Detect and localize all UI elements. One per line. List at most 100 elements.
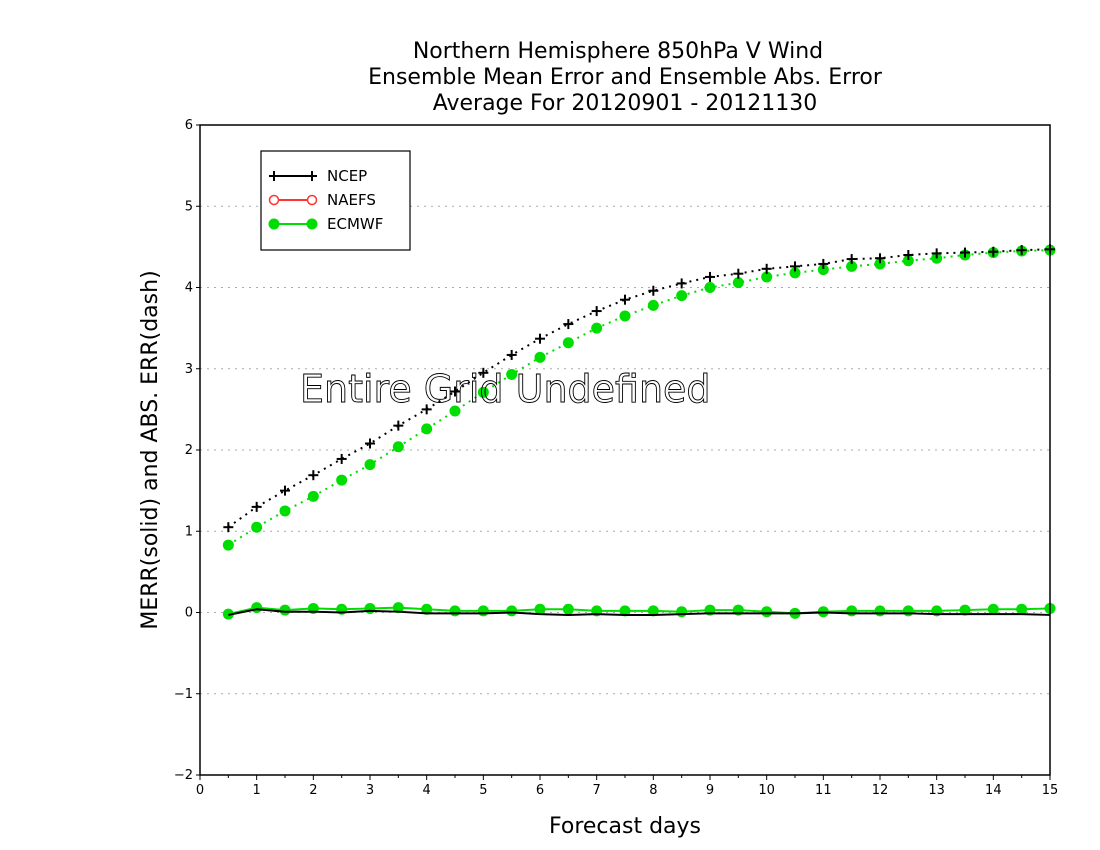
abs-error-point-ecmwf [392,441,404,453]
abs-error-point-ncep [478,367,489,378]
abs-error-point-ecmwf [647,299,659,311]
abs-error-point-ecmwf [761,271,773,283]
title-line-1: Northern Hemisphere 850hPa V Wind [413,39,823,64]
mean-error-point-ecmwf [959,604,971,616]
abs-error-point-ncep [563,319,574,330]
legend-marker-end [307,171,317,181]
abs-error-point-ncep [705,271,715,282]
mean-error-point-ecmwf [449,605,461,617]
x-tick-label: 4 [423,783,431,798]
chart-title: Northern Hemisphere 850hPa V Wind Ensemb… [368,39,883,116]
legend-item-ncep: NCEP [269,167,367,185]
mean-error-point-ecmwf [761,606,773,618]
abs-error-point-ncep [761,263,772,274]
title-line-3: Average For 20120901 - 20121130 [433,91,818,116]
y-tick-label: −2 [174,768,193,783]
abs-error-point-ecmwf [789,267,801,279]
abs-error-point-ecmwf [704,282,716,293]
abs-error-point-ncep [506,349,517,360]
x-tick-label: 14 [985,783,1002,798]
abs-error-point-ecmwf [477,386,489,398]
y-tick-label: 4 [185,281,193,296]
mean-error-point-ecmwf [902,605,914,617]
abs-error-point-ncep [393,420,404,431]
x-tick-label: 13 [928,783,945,798]
abs-error-point-ecmwf [251,521,263,533]
legend-label: NCEP [327,167,367,185]
y-tick-label: 1 [185,524,193,539]
mean-error-point-ecmwf [251,602,263,614]
abs-error-point-ncep [818,258,829,269]
y-axis-label: MERR(solid) and ABS. ERR(dash) [138,270,163,629]
plot-series [222,244,1056,620]
abs-error-point-ecmwf [222,539,234,551]
mean-error-line-ncep [228,608,1051,616]
mean-error-point-ecmwf [421,603,433,615]
abs-error-point-ncep [251,501,262,512]
mean-error-point-ecmwf [874,605,886,617]
abs-error-point-ncep [591,306,602,317]
legend-marker-start [268,218,280,230]
abs-error-point-ncep [365,438,375,449]
abs-error-point-ecmwf [902,255,914,267]
mean-error-point-ecmwf [534,603,546,615]
x-tick-label: 7 [593,783,601,798]
y-tick-label: 2 [185,443,193,458]
abs-error-point-ncep [535,333,545,344]
x-tick-label: 1 [253,783,261,798]
abs-error-point-ecmwf [874,258,886,270]
x-tick-label: 6 [536,783,544,798]
x-tick-label: 9 [706,783,714,798]
x-tick-label: 15 [1042,783,1059,798]
mean-error-point-ecmwf [846,605,858,617]
mean-error-point-ecmwf [279,604,291,616]
abs-error-point-ncep [620,294,630,305]
abs-error-point-ecmwf [619,310,631,322]
legend-marker-start [268,194,280,206]
abs-error-point-ncep [450,386,460,397]
mean-error-point-ecmwf [647,605,659,617]
abs-error-point-ncep [846,254,857,265]
abs-error-point-ncep [903,250,914,260]
abs-error-point-ecmwf [364,459,376,471]
mean-error-point-ecmwf [562,603,574,615]
legend-marker-end [306,194,318,206]
mean-error-point-ecmwf [364,602,376,614]
y-tick-label: 6 [185,118,193,133]
mean-error-point-ecmwf [506,605,518,617]
abs-error-point-ncep [648,285,659,296]
abs-error-point-ecmwf [421,423,433,435]
abs-error-point-ncep [960,247,970,258]
legend-marker-end [306,218,318,230]
legend-label: ECMWF [327,215,383,233]
mean-error-point-ecmwf [619,605,631,617]
mean-error-point-ecmwf [477,605,489,617]
x-tick-label: 12 [872,783,889,798]
x-tick-label: 0 [196,783,204,798]
legend-marker-start [269,171,279,181]
abs-error-point-ecmwf [336,474,348,486]
abs-error-point-ecmwf [676,290,688,302]
abs-error-point-ecmwf [846,260,858,272]
x-tick-label: 5 [479,783,487,798]
y-tick-label: −1 [174,687,193,702]
x-axis-label: Forecast days [549,814,701,839]
x-tick-label: 11 [815,783,832,798]
abs-error-point-ncep [875,253,885,264]
legend-item-ecmwf: ECMWF [268,215,383,233]
x-tick-label: 10 [758,783,775,798]
abs-error-point-ncep [223,522,234,533]
mean-error-point-ecmwf [987,603,999,615]
gridlines [200,205,1050,695]
abs-error-point-ecmwf [817,264,829,276]
abs-error-point-ecmwf [307,490,319,502]
abs-error-point-ecmwf [591,322,603,334]
annotation-text: Entire Grid Undefined [300,367,711,411]
abs-error-point-ecmwf [534,351,546,363]
abs-error-point-ecmwf [506,368,518,380]
y-tick-label: 5 [185,199,193,214]
mean-error-point-ecmwf [1016,603,1028,615]
abs-error-point-ncep [421,404,432,415]
